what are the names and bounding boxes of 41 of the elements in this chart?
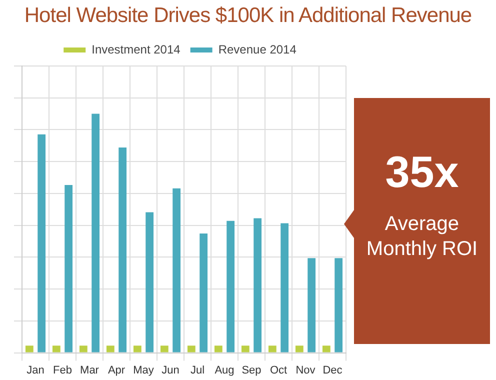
bar [241, 346, 250, 352]
x-tick-label: Oct [270, 364, 288, 376]
bar [92, 114, 100, 352]
bar [334, 258, 343, 352]
bar [214, 346, 222, 352]
bar [280, 223, 289, 352]
bar [133, 346, 142, 352]
x-tick-label: Mar [80, 364, 100, 376]
bar [118, 148, 127, 352]
bar [308, 258, 316, 352]
x-tick-label: Apr [108, 364, 126, 376]
chart-title: Hotel Website Drives $100K in Additional Revenue [23, 4, 473, 28]
bar [187, 346, 196, 352]
bar [52, 346, 60, 352]
bar [79, 346, 88, 352]
bar [160, 346, 168, 352]
legend-label: Investment 2014 [92, 42, 181, 56]
bar [268, 346, 276, 352]
x-tick-label: Jun [162, 364, 180, 376]
x-tick-label: Feb [53, 364, 72, 376]
bar [226, 220, 235, 352]
x-tick-label: Nov [296, 364, 316, 376]
bar [38, 134, 46, 352]
bar [146, 212, 154, 352]
x-tick-label: Aug [214, 364, 234, 376]
x-tick-label: Jan [26, 364, 44, 376]
legend-label: Revenue 2014 [218, 42, 297, 56]
x-tick-label: Jul [190, 364, 205, 376]
bar [200, 234, 208, 352]
x-tick-label: May [133, 364, 154, 376]
x-tick-label: Dec [322, 364, 343, 376]
bar [172, 188, 181, 352]
bar [254, 218, 262, 352]
x-tick-label: Sep [242, 364, 262, 376]
bar [106, 346, 114, 352]
text: 35x [384, 148, 460, 198]
bar [295, 346, 304, 352]
bar [25, 346, 34, 352]
bar [322, 346, 330, 352]
text: Average Monthly ROI [365, 212, 479, 262]
bar [64, 185, 73, 352]
